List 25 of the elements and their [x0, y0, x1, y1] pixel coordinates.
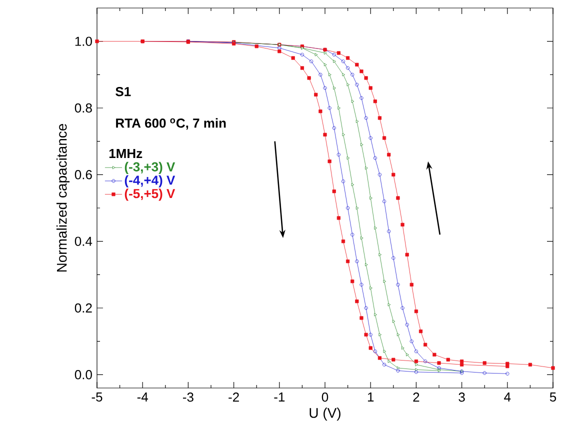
- legend-label: (-4,+4) V: [124, 175, 176, 188]
- x-tick-label: 3: [458, 392, 465, 402]
- legend-label: (-3,+3) V: [124, 162, 176, 174]
- x-tick-label: -3: [183, 392, 194, 402]
- x-tick-label: 0: [322, 392, 328, 402]
- x-tick-label: 1: [368, 392, 374, 402]
- x-tick-label: -1: [274, 392, 285, 402]
- y-tick-label: 0.6: [74, 170, 92, 180]
- x-tick-label: -4: [137, 392, 148, 402]
- y-tick-label: 1.0: [75, 36, 92, 46]
- y-tick-label: 0.0: [74, 370, 92, 380]
- x-tick-label: -2: [228, 392, 239, 402]
- annotation: RTA 600 $^{o}$C, 7 min: [116, 118, 226, 130]
- annotation: S1: [116, 86, 131, 96]
- x-tick-label: 2: [413, 392, 420, 402]
- legend-title: 1MHz: [109, 149, 142, 158]
- y-tick-label: 0.8: [74, 103, 92, 113]
- x-tick-label: 4: [504, 392, 511, 402]
- x-tick-label: -5: [92, 392, 102, 402]
- y-tick-label: 0.4: [74, 236, 92, 246]
- y-tick-label: 0.2: [74, 303, 92, 313]
- legend-label: (-5,+5) V: [124, 188, 176, 201]
- x-axis-title: U (V): [310, 408, 340, 421]
- x-tick-label: 5: [550, 392, 556, 402]
- y-axis-title: Normalized capacitance: [56, 124, 70, 272]
